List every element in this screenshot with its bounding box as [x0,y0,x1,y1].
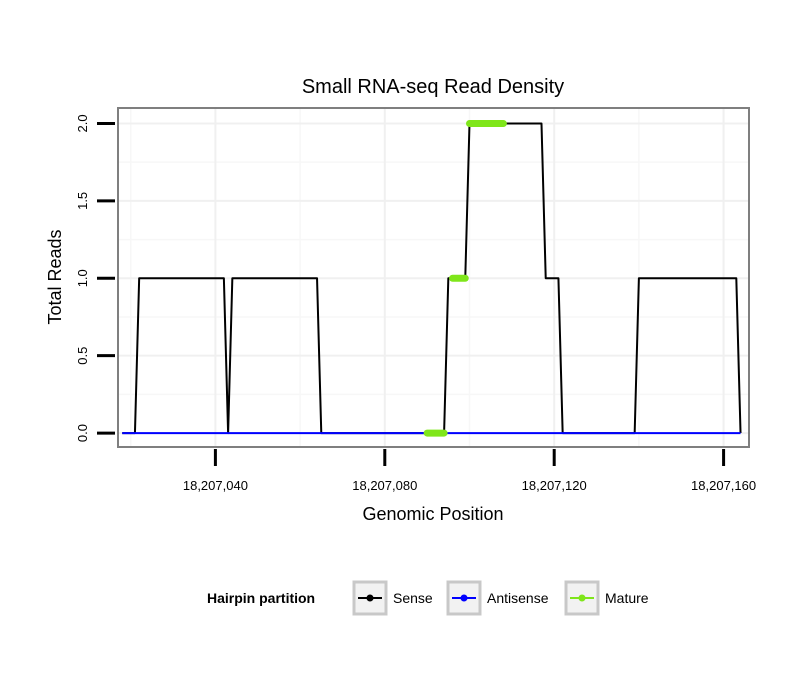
legend-title: Hairpin partition [207,590,315,606]
x-tick-label: 18,207,120 [522,478,587,493]
legend-key-dot [366,594,374,602]
x-tick-label: 18,207,160 [691,478,756,493]
plot-panel [117,107,750,448]
y-axis: 0.0 0.5 1.0 1.5 2.0 [75,114,115,442]
y-tick-label: 1.0 [75,269,90,287]
legend-label-sense: Sense [393,590,433,606]
legend-key-dot [578,594,586,602]
legend-key-dot [460,594,468,602]
legend: Hairpin partition Sense Antisense Mature [207,580,649,616]
series-layer [122,119,742,437]
y-axis-label: Total Reads [45,229,65,324]
plot-border [117,107,750,448]
chart-title: Small RNA-seq Read Density [302,76,564,98]
legend-label-antisense: Antisense [487,590,549,606]
x-tick-label: 18,207,040 [183,478,248,493]
x-axis: 18,207,040 18,207,080 18,207,120 18,207,160 [183,449,756,493]
y-tick-label: 0.5 [75,347,90,365]
x-tick-label: 18,207,080 [352,478,417,493]
legend-label-mature: Mature [605,590,649,606]
y-tick-label: 0.0 [75,424,90,442]
y-tick-label: 2.0 [75,114,90,132]
y-tick-label: 1.5 [75,192,90,210]
x-axis-label: Genomic Position [362,504,503,524]
